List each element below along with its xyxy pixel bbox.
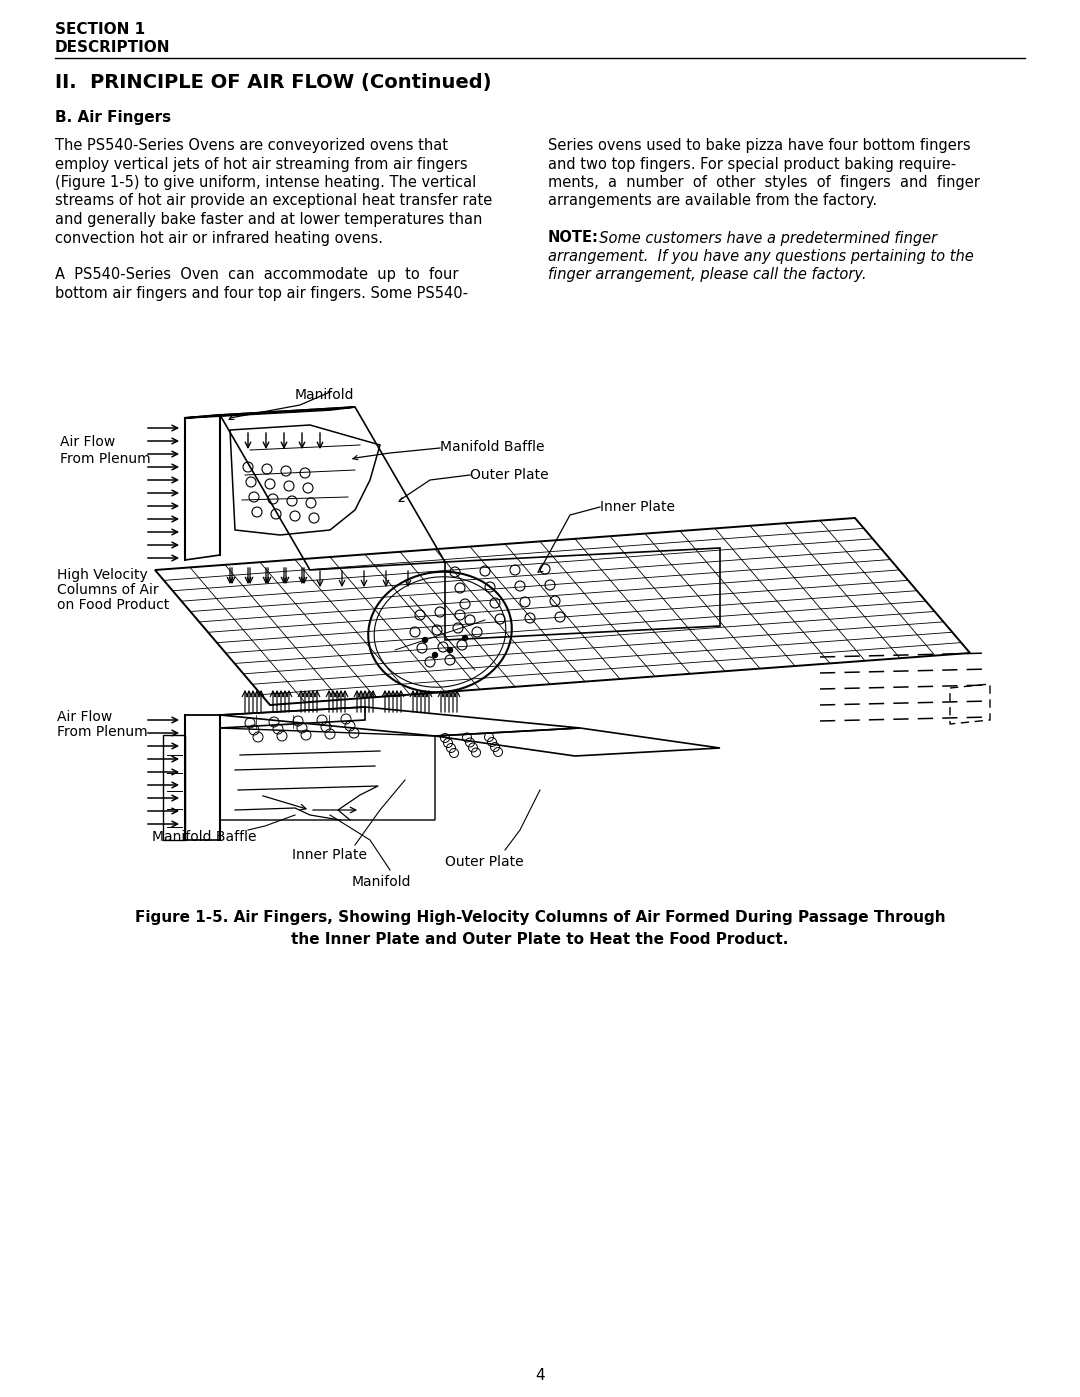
- Text: on Food Product: on Food Product: [57, 598, 170, 612]
- Text: II.  PRINCIPLE OF AIR FLOW (Continued): II. PRINCIPLE OF AIR FLOW (Continued): [55, 73, 491, 92]
- Circle shape: [432, 652, 437, 658]
- Text: Outer Plate: Outer Plate: [470, 468, 549, 482]
- Text: The PS540-Series Ovens are conveyorized ovens that: The PS540-Series Ovens are conveyorized …: [55, 138, 448, 154]
- Text: and generally bake faster and at lower temperatures than: and generally bake faster and at lower t…: [55, 212, 483, 226]
- Text: From Plenum: From Plenum: [60, 453, 150, 467]
- Text: Outer Plate: Outer Plate: [445, 855, 524, 869]
- Text: 4: 4: [536, 1368, 544, 1383]
- Text: Columns of Air: Columns of Air: [57, 583, 159, 597]
- Text: Manifold: Manifold: [352, 875, 411, 888]
- Text: arrangements are available from the factory.: arrangements are available from the fact…: [548, 194, 877, 208]
- Text: convection hot air or infrared heating ovens.: convection hot air or infrared heating o…: [55, 231, 383, 246]
- Text: Inner Plate: Inner Plate: [292, 848, 367, 862]
- Text: arrangement.  If you have any questions pertaining to the: arrangement. If you have any questions p…: [548, 249, 974, 264]
- Text: and two top fingers. For special product baking require-: and two top fingers. For special product…: [548, 156, 956, 172]
- Text: Figure 1-5. Air Fingers, Showing High-Velocity Columns of Air Formed During Pass: Figure 1-5. Air Fingers, Showing High-Ve…: [135, 909, 945, 925]
- Text: Manifold Baffle: Manifold Baffle: [152, 830, 257, 844]
- Text: (Figure 1-5) to give uniform, intense heating. The vertical: (Figure 1-5) to give uniform, intense he…: [55, 175, 476, 190]
- Text: Manifold Baffle: Manifold Baffle: [440, 440, 544, 454]
- Text: Inner Plate: Inner Plate: [600, 500, 675, 514]
- Text: finger arrangement, please call the factory.: finger arrangement, please call the fact…: [548, 267, 866, 282]
- Circle shape: [422, 637, 428, 643]
- Text: B. Air Fingers: B. Air Fingers: [55, 110, 171, 124]
- Text: ments,  a  number  of  other  styles  of  fingers  and  finger: ments, a number of other styles of finge…: [548, 175, 980, 190]
- Text: High Velocity: High Velocity: [57, 569, 148, 583]
- Text: the Inner Plate and Outer Plate to Heat the Food Product.: the Inner Plate and Outer Plate to Heat …: [292, 932, 788, 947]
- Text: SECTION 1: SECTION 1: [55, 22, 145, 36]
- Circle shape: [462, 636, 468, 640]
- Text: employ vertical jets of hot air streaming from air fingers: employ vertical jets of hot air streamin…: [55, 156, 468, 172]
- Text: Series ovens used to bake pizza have four bottom fingers: Series ovens used to bake pizza have fou…: [548, 138, 971, 154]
- Text: Air Flow: Air Flow: [57, 710, 112, 724]
- Text: streams of hot air provide an exceptional heat transfer rate: streams of hot air provide an exceptiona…: [55, 194, 492, 208]
- Text: bottom air fingers and four top air fingers. Some PS540-: bottom air fingers and four top air fing…: [55, 286, 468, 300]
- Text: DESCRIPTION: DESCRIPTION: [55, 41, 171, 54]
- Circle shape: [447, 647, 453, 652]
- Text: Manifold: Manifold: [295, 388, 354, 402]
- Text: Air Flow: Air Flow: [60, 434, 116, 448]
- Text: From Plenum: From Plenum: [57, 725, 148, 739]
- Text: Some customers have a predetermined finger: Some customers have a predetermined fing…: [590, 231, 937, 246]
- Text: A  PS540-Series  Oven  can  accommodate  up  to  four: A PS540-Series Oven can accommodate up t…: [55, 267, 459, 282]
- Text: NOTE:: NOTE:: [548, 231, 599, 246]
